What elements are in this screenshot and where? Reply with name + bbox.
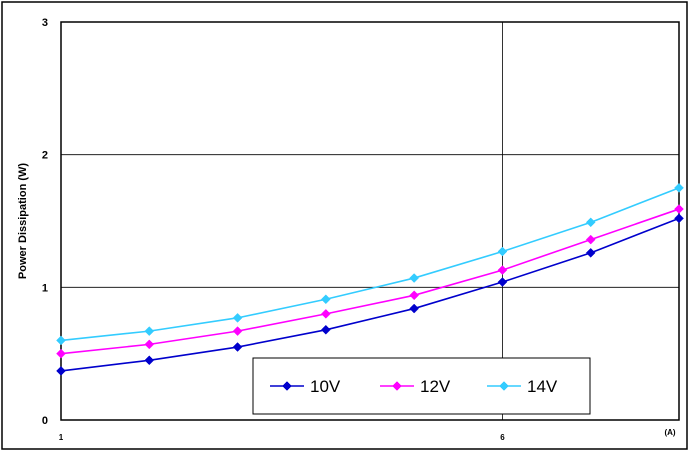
- legend-swatch-marker: [282, 381, 292, 391]
- legend-item-14v: 14V: [487, 377, 558, 396]
- data-point: [144, 326, 155, 336]
- x-unit-label: (A): [664, 428, 675, 437]
- data-point: [56, 335, 66, 346]
- legend-box: [252, 357, 591, 415]
- data-point: [56, 366, 66, 376]
- y-tick-label: 3: [42, 17, 48, 29]
- legend-item-10v: 10V: [270, 377, 341, 396]
- tick-layer: 0 1 2 3 1 6: [42, 17, 505, 442]
- series-line: [60, 208, 680, 355]
- series-14v: [56, 182, 684, 346]
- data-point: [585, 247, 596, 258]
- series-12v: [56, 204, 684, 359]
- data-point: [409, 290, 419, 301]
- legend: 10V 12V 14V: [252, 357, 591, 415]
- grid-layer: [61, 22, 679, 420]
- legend-swatch-marker: [392, 381, 402, 391]
- data-point: [321, 309, 331, 319]
- data-point: [321, 294, 331, 305]
- y-axis-label: Power Dissipation (W): [17, 163, 29, 279]
- y-tick-label: 2: [42, 150, 48, 162]
- series-line: [60, 217, 680, 372]
- series-10v: [56, 213, 684, 376]
- x-tick-label: 1: [59, 433, 64, 442]
- data-point: [497, 265, 508, 275]
- data-point: [409, 303, 419, 314]
- series-layer: [56, 182, 684, 376]
- data-point: [232, 326, 243, 336]
- data-point: [497, 277, 508, 287]
- legend-item-12v: 12V: [380, 377, 451, 396]
- legend-label: 12V: [420, 377, 451, 396]
- data-point: [144, 355, 155, 366]
- legend-label: 14V: [527, 377, 558, 396]
- data-point: [585, 217, 596, 228]
- data-point: [674, 182, 684, 193]
- data-point: [144, 339, 155, 350]
- data-point: [232, 312, 243, 323]
- data-point: [674, 213, 684, 224]
- data-point: [585, 234, 596, 245]
- y-tick-label: 0: [42, 415, 48, 427]
- legend-label: 10V: [310, 377, 341, 396]
- y-tick-label: 1: [42, 282, 48, 294]
- data-point: [56, 348, 66, 359]
- x-tick-label: 6: [500, 433, 505, 442]
- plot-area: [60, 21, 680, 421]
- data-point: [409, 273, 419, 283]
- legend-swatch-marker: [499, 381, 509, 391]
- data-point: [232, 342, 243, 352]
- data-point: [497, 246, 508, 257]
- data-point: [674, 204, 684, 214]
- data-point: [321, 324, 331, 335]
- series-line: [60, 187, 680, 342]
